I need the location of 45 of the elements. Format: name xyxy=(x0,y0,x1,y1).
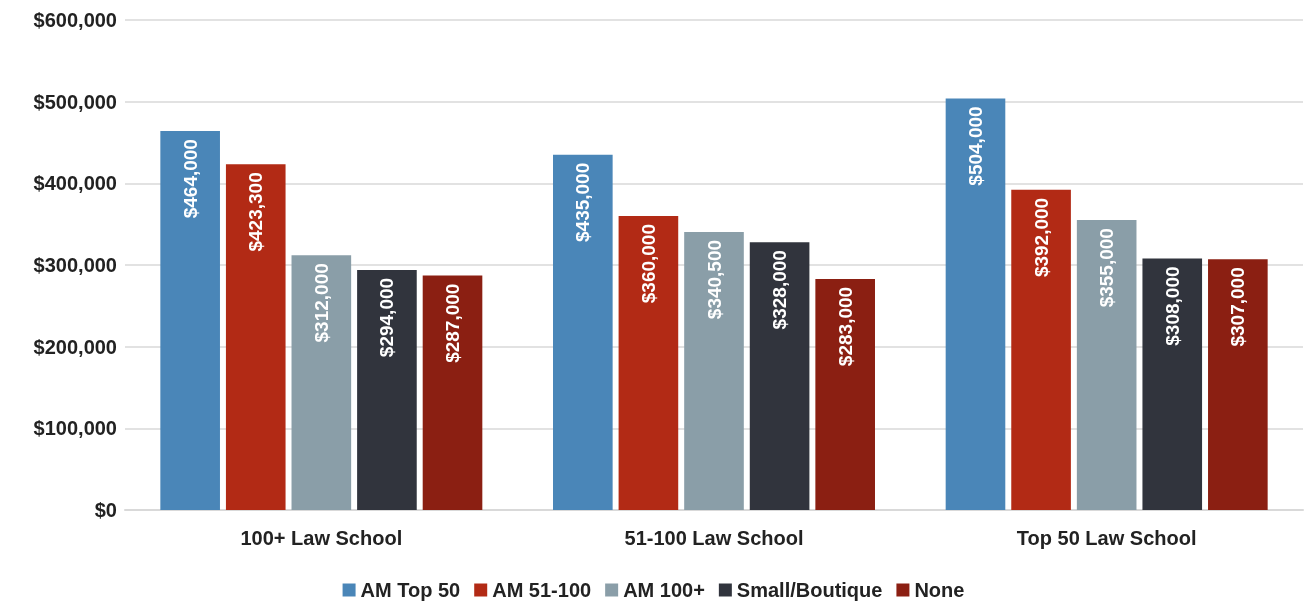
data-label: $294,000 xyxy=(376,277,398,358)
bar xyxy=(291,255,352,510)
bar xyxy=(815,278,875,510)
data-label: $308,000 xyxy=(1161,266,1183,346)
x-tick-label: 100+ Law School xyxy=(240,527,403,549)
legend-label: AM 100+ xyxy=(623,579,705,601)
bar xyxy=(160,131,220,510)
x-tick-label: Top 50 Law School xyxy=(1016,527,1197,549)
bar xyxy=(553,154,613,510)
data-label: $328,000 xyxy=(769,250,791,330)
y-tick-label: $400,000 xyxy=(33,172,117,195)
data-label: $283,000 xyxy=(834,286,856,367)
bar xyxy=(357,269,417,510)
bar xyxy=(1011,189,1071,510)
data-label: $435,000 xyxy=(572,162,594,242)
bar xyxy=(684,231,744,510)
data-label: $340,500 xyxy=(703,239,725,320)
data-label: $360,000 xyxy=(637,224,659,304)
legend-label: AM 51-100 xyxy=(492,579,592,601)
y-tick-label: $300,000 xyxy=(33,254,117,276)
bar xyxy=(749,242,810,510)
legend-label: None xyxy=(914,579,965,601)
bar xyxy=(1142,258,1203,510)
data-label: $423,300 xyxy=(245,172,267,252)
bar xyxy=(1076,220,1137,510)
data-label: $355,000 xyxy=(1096,228,1118,308)
bar xyxy=(225,164,286,510)
legend-label: AM Top 50 xyxy=(360,579,461,601)
y-tick-label: $600,000 xyxy=(33,9,117,31)
bar xyxy=(422,275,483,510)
data-label: $312,000 xyxy=(310,263,332,343)
data-label: $504,000 xyxy=(964,106,986,186)
bar xyxy=(1208,259,1268,510)
bar xyxy=(618,216,679,510)
y-tick-label: $100,000 xyxy=(33,417,117,440)
legend-label: Small/Boutique xyxy=(736,579,883,601)
y-tick-label: $500,000 xyxy=(33,90,117,113)
data-label: $307,000 xyxy=(1227,267,1249,347)
data-label: $392,000 xyxy=(1030,197,1052,278)
y-tick-label: $200,000 xyxy=(33,335,117,358)
data-label: $464,000 xyxy=(179,139,201,219)
x-tick-label: 51-100 Law School xyxy=(624,527,804,549)
bar xyxy=(945,98,1006,510)
y-tick-label: $0 xyxy=(94,499,117,521)
data-label: $287,000 xyxy=(442,283,464,363)
